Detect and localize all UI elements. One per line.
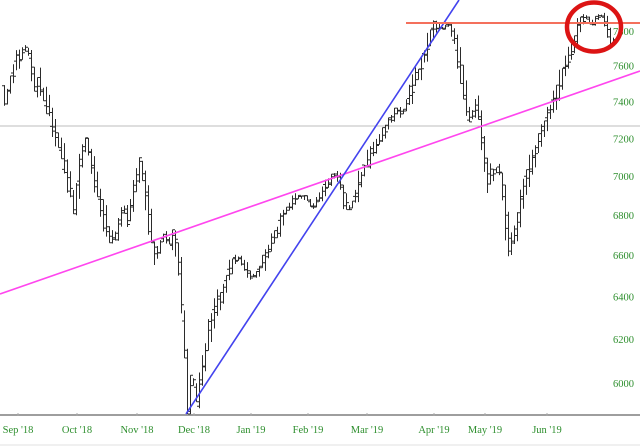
y-axis-label: 6800	[613, 211, 634, 222]
y-axis-label: 7600	[613, 62, 634, 73]
price-bars-close-ticks	[4, 15, 619, 412]
y-axis-label: 7200	[613, 134, 634, 145]
x-axis-label: Mar '19	[351, 425, 384, 436]
x-axis-label: Apr '19	[418, 425, 449, 436]
highlight-circle-annotation	[564, 0, 624, 54]
y-axis-label: 6200	[613, 335, 634, 346]
x-axis-label: May '19	[468, 425, 502, 436]
y-axis-label: 7400	[613, 98, 634, 109]
y-axis-label: 6600	[613, 251, 634, 262]
x-axis-label: Feb '19	[293, 425, 324, 436]
x-axis-label: Jun '19	[532, 425, 562, 436]
x-axis-label: Sep '18	[3, 425, 34, 436]
x-axis-label: Dec '18	[178, 425, 210, 436]
x-axis-label: Jan '19	[236, 425, 265, 436]
blue-trend-line	[185, 0, 460, 415]
magenta-uptrend-line	[0, 70, 640, 295]
y-axis-label: 6400	[613, 292, 634, 303]
y-axis-label: 7800	[613, 27, 634, 38]
x-axis-label: Nov '18	[120, 425, 153, 436]
y-axis-label: 7000	[613, 172, 634, 183]
x-axis-label: Oct '18	[62, 425, 92, 436]
y-axis-label: 6000	[613, 379, 634, 390]
price-bars-high-low	[4, 12, 617, 414]
